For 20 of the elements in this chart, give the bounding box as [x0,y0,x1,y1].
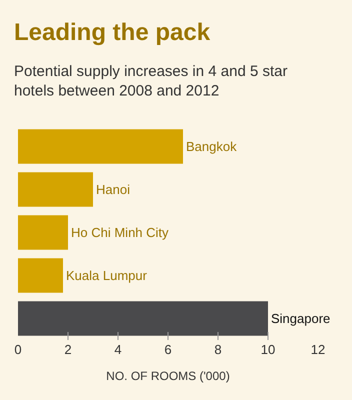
y-tick-label: Hanoi [96,182,130,197]
x-tick-label: 0 [14,342,22,357]
bar [18,215,68,250]
x-tick-label: 4 [114,342,122,357]
x-tick-label: 10 [260,342,276,357]
y-tick-label: Kuala Lumpur [66,268,148,283]
y-tick-label: Singapore [271,311,330,326]
y-tick-label: Bangkok [186,139,238,154]
bar [18,258,63,293]
chart-title: Leading the pack [14,19,211,46]
bar [18,129,183,164]
bar [18,172,93,207]
x-tick-label: 8 [214,342,222,357]
bar [18,301,268,336]
x-tick-label: 2 [64,342,72,357]
x-tick-label: 12 [310,342,326,357]
x-axis-title: NO. OF ROOMS ('000) [106,368,230,383]
y-tick-label: Ho Chi Minh City [71,225,170,240]
x-tick-label: 6 [164,342,172,357]
chart-subtitle: Potential supply increases in 4 and 5 star hotels between 2008 and 2012 [14,63,288,100]
